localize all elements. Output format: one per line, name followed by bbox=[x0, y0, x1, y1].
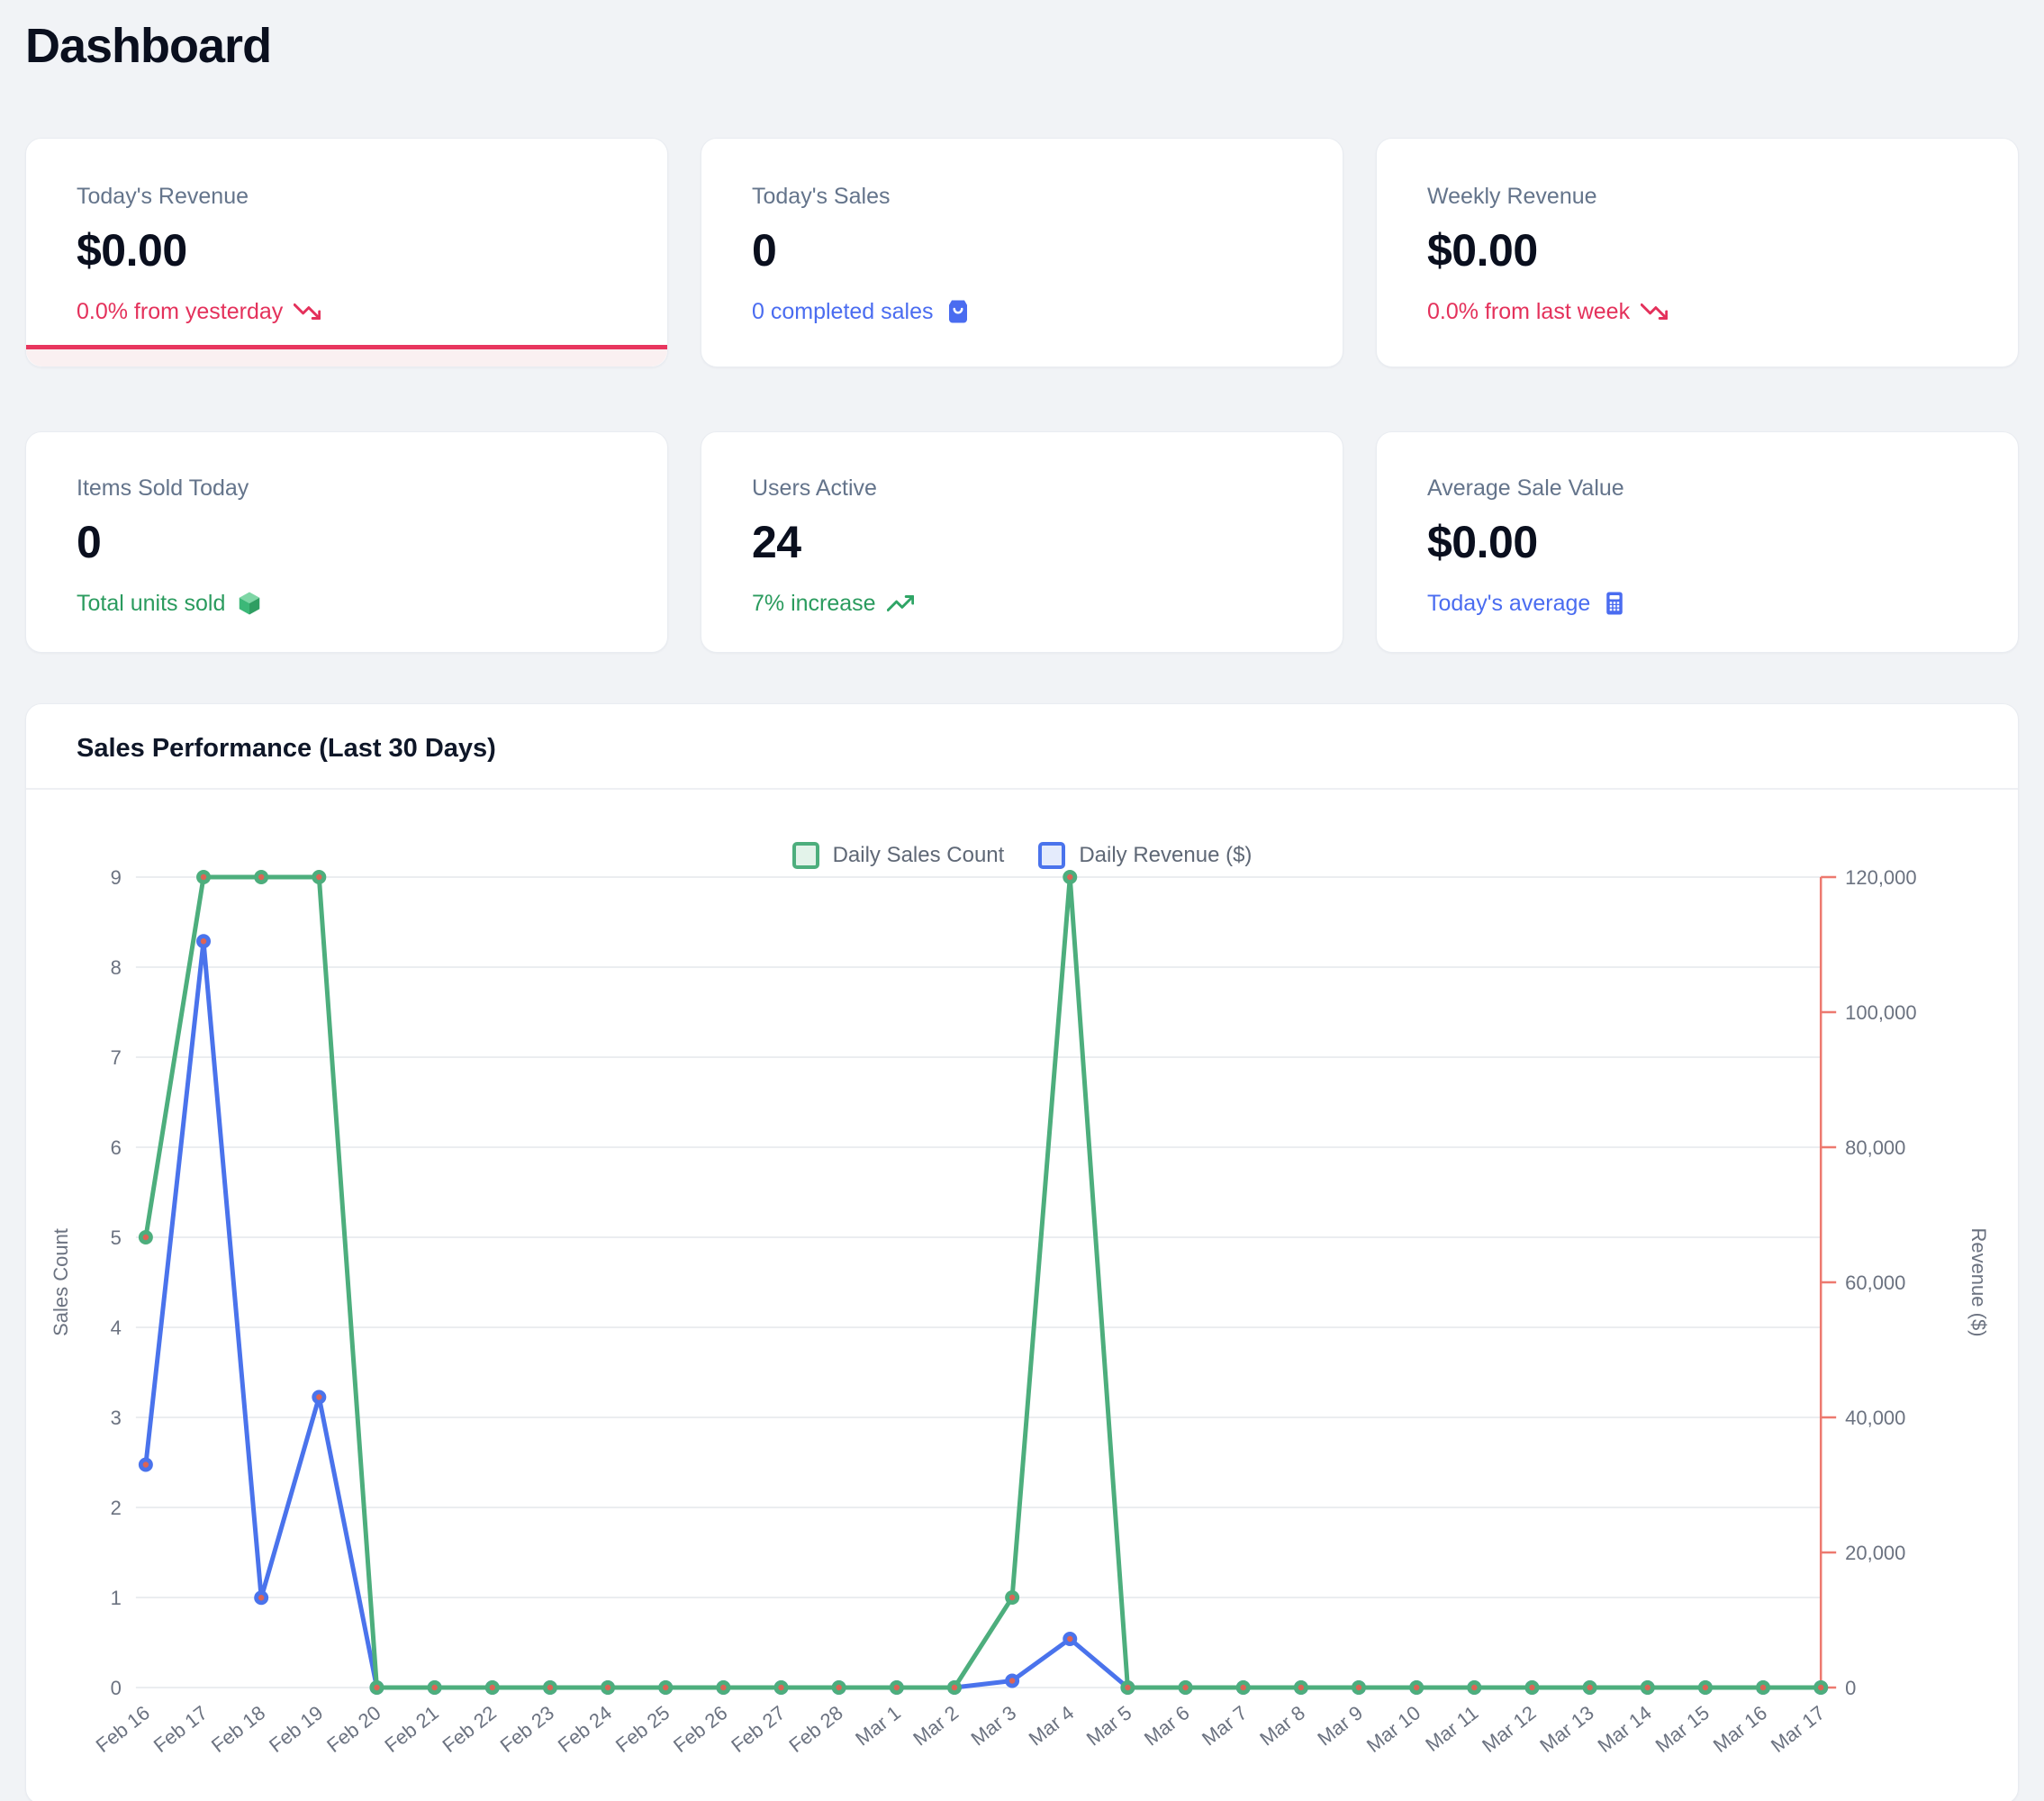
svg-text:Mar 2: Mar 2 bbox=[909, 1701, 963, 1750]
svg-text:9: 9 bbox=[111, 866, 122, 889]
svg-text:Feb 21: Feb 21 bbox=[380, 1701, 442, 1757]
stat-subtext: 0 completed sales bbox=[752, 298, 1292, 325]
stats-grid-row-1: Today's Revenue $0.00 0.0% from yesterda… bbox=[25, 138, 2019, 367]
svg-text:Feb 19: Feb 19 bbox=[265, 1701, 327, 1757]
svg-text:Feb 23: Feb 23 bbox=[496, 1701, 558, 1757]
svg-text:100,000: 100,000 bbox=[1845, 1001, 1916, 1024]
svg-text:Feb 27: Feb 27 bbox=[727, 1701, 789, 1757]
stat-value: 0 bbox=[752, 224, 1292, 276]
svg-text:Mar 16: Mar 16 bbox=[1709, 1701, 1771, 1757]
svg-text:Mar 10: Mar 10 bbox=[1362, 1701, 1424, 1757]
svg-text:Mar 11: Mar 11 bbox=[1421, 1701, 1482, 1756]
stat-label: Today's Sales bbox=[752, 184, 1292, 210]
stat-value: 0 bbox=[77, 516, 617, 568]
stat-card-todays-revenue: Today's Revenue $0.00 0.0% from yesterda… bbox=[25, 138, 668, 367]
svg-text:80,000: 80,000 bbox=[1845, 1136, 1905, 1159]
trending-up-icon bbox=[887, 590, 914, 617]
svg-text:Mar 4: Mar 4 bbox=[1025, 1701, 1079, 1750]
chart-body: Daily Sales Count Daily Revenue ($) 0 1 2 3… bbox=[26, 790, 2018, 1801]
stat-card-users-active: Users Active 24 7% increase bbox=[701, 431, 1343, 653]
chart-header: Sales Performance (Last 30 Days) bbox=[26, 704, 2018, 790]
svg-text:2: 2 bbox=[111, 1497, 122, 1519]
stat-value: $0.00 bbox=[1427, 516, 1967, 568]
svg-text:Mar 9: Mar 9 bbox=[1313, 1701, 1367, 1750]
svg-text:Mar 8: Mar 8 bbox=[1255, 1701, 1309, 1750]
stat-card-todays-sales: Today's Sales 0 0 completed sales bbox=[701, 138, 1343, 367]
svg-text:Mar 13: Mar 13 bbox=[1535, 1701, 1597, 1757]
svg-text:Feb 17: Feb 17 bbox=[149, 1701, 212, 1757]
svg-text:8: 8 bbox=[111, 956, 122, 979]
svg-text:Mar 3: Mar 3 bbox=[967, 1701, 1021, 1750]
svg-text:Feb 16: Feb 16 bbox=[92, 1701, 154, 1757]
svg-text:6: 6 bbox=[111, 1136, 122, 1159]
svg-text:4: 4 bbox=[111, 1317, 122, 1339]
svg-text:Mar 6: Mar 6 bbox=[1140, 1701, 1194, 1750]
sales-performance-card: Sales Performance (Last 30 Days) Daily S… bbox=[25, 703, 2019, 1801]
svg-text:Mar 14: Mar 14 bbox=[1594, 1701, 1656, 1757]
svg-text:Feb 28: Feb 28 bbox=[784, 1701, 846, 1757]
legend-item-daily-revenue[interactable]: Daily Revenue ($) bbox=[1038, 842, 1252, 869]
svg-text:7: 7 bbox=[111, 1046, 122, 1069]
svg-text:Mar 12: Mar 12 bbox=[1478, 1701, 1540, 1757]
stat-label: Weekly Revenue bbox=[1427, 184, 1967, 210]
svg-text:120,000: 120,000 bbox=[1845, 866, 1916, 889]
svg-text:5: 5 bbox=[111, 1226, 122, 1249]
svg-text:Feb 18: Feb 18 bbox=[207, 1701, 269, 1757]
svg-text:Sales Count: Sales Count bbox=[50, 1228, 72, 1336]
page-title: Dashboard bbox=[25, 18, 2019, 74]
svg-text:20,000: 20,000 bbox=[1845, 1542, 1905, 1564]
trending-down-icon bbox=[1641, 298, 1668, 325]
revenue-card-accent-bar bbox=[26, 345, 667, 367]
stat-subtext: 7% increase bbox=[752, 590, 1292, 617]
stat-card-items-sold: Items Sold Today 0 Total units sold bbox=[25, 431, 668, 653]
shopping-bag-icon bbox=[945, 298, 972, 325]
stat-subtext: Total units sold bbox=[77, 590, 617, 617]
svg-text:Mar 17: Mar 17 bbox=[1767, 1701, 1829, 1757]
svg-text:1: 1 bbox=[111, 1587, 122, 1609]
stat-subtext: 0.0% from last week bbox=[1427, 298, 1967, 325]
svg-text:Mar 1: Mar 1 bbox=[851, 1701, 905, 1750]
package-icon bbox=[236, 590, 263, 617]
legend-swatch-green bbox=[792, 842, 819, 869]
stat-label: Items Sold Today bbox=[77, 475, 617, 502]
stat-card-average-sale-value: Average Sale Value $0.00 Today's average bbox=[1376, 431, 2019, 653]
svg-text:60,000: 60,000 bbox=[1845, 1272, 1905, 1294]
svg-text:Revenue ($): Revenue ($) bbox=[1967, 1227, 1990, 1336]
svg-text:Feb 20: Feb 20 bbox=[322, 1701, 384, 1757]
svg-text:0: 0 bbox=[1845, 1677, 1856, 1699]
legend-item-daily-sales-count[interactable]: Daily Sales Count bbox=[792, 842, 1005, 869]
svg-text:Feb 26: Feb 26 bbox=[669, 1701, 731, 1757]
svg-text:Feb 22: Feb 22 bbox=[439, 1701, 501, 1757]
stat-subtext: Today's average bbox=[1427, 590, 1967, 617]
stat-value: 24 bbox=[752, 516, 1292, 568]
stat-card-weekly-revenue: Weekly Revenue $0.00 0.0% from last week bbox=[1376, 138, 2019, 367]
svg-text:Feb 24: Feb 24 bbox=[554, 1701, 616, 1757]
stat-label: Users Active bbox=[752, 475, 1292, 502]
trending-down-icon bbox=[294, 298, 321, 325]
svg-text:Feb 25: Feb 25 bbox=[611, 1701, 674, 1757]
chart-title: Sales Performance (Last 30 Days) bbox=[77, 734, 1967, 764]
svg-text:40,000: 40,000 bbox=[1845, 1407, 1905, 1429]
stat-subtext: 0.0% from yesterday bbox=[77, 298, 617, 325]
stat-value: $0.00 bbox=[77, 224, 617, 276]
svg-text:0: 0 bbox=[111, 1677, 122, 1699]
stat-label: Average Sale Value bbox=[1427, 475, 1967, 502]
svg-text:Mar 7: Mar 7 bbox=[1198, 1701, 1252, 1750]
stat-value: $0.00 bbox=[1427, 224, 1967, 276]
legend-swatch-blue bbox=[1038, 842, 1065, 869]
stats-grid-row-2: Items Sold Today 0 Total units sold User… bbox=[25, 431, 2019, 653]
svg-text:Mar 5: Mar 5 bbox=[1082, 1701, 1136, 1750]
calculator-icon bbox=[1601, 590, 1628, 617]
svg-text:Mar 15: Mar 15 bbox=[1651, 1701, 1714, 1757]
sales-chart-svg: 0 1 2 3 4 5 6 7 8 9 0 20,000 40,000 60,000 80,000 100,0… bbox=[26, 790, 2018, 1801]
stat-label: Today's Revenue bbox=[77, 184, 617, 210]
svg-text:3: 3 bbox=[111, 1407, 122, 1429]
